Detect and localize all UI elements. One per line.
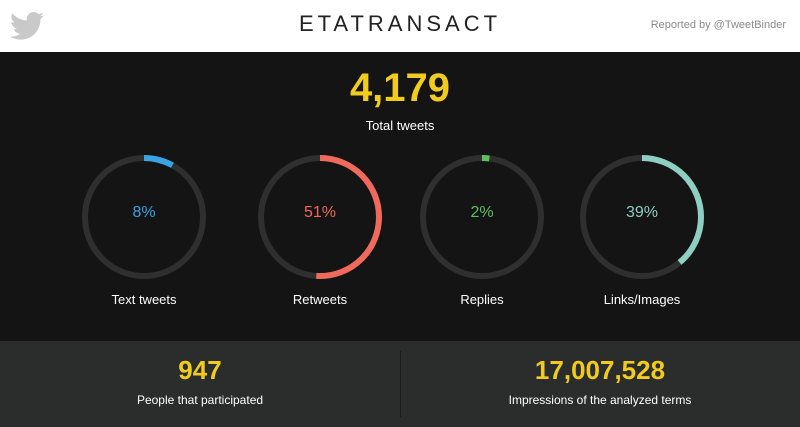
ring-replies: 2% xyxy=(417,152,547,282)
ring-percent-links-images: 39% xyxy=(625,204,659,221)
participants-value: 947 xyxy=(178,355,222,385)
ring-label-replies: Replies xyxy=(460,292,504,307)
summary-panel: 4,179 Total tweets 8% Text tweets 51% Retwe… xyxy=(0,52,800,341)
ring-chart-replies xyxy=(420,155,544,279)
participants-label: People that participated xyxy=(136,393,264,407)
ring-arc-text-tweets xyxy=(82,155,206,279)
ring-label-retweets: Retweets xyxy=(292,292,348,307)
ring-arc-retweets xyxy=(258,155,382,279)
reported-by-link[interactable]: Reported by @TweetBinder xyxy=(650,19,786,31)
ring-chart-text-tweets xyxy=(82,155,206,279)
page-title: ETATRANSACT xyxy=(298,11,502,36)
footer-divider xyxy=(400,351,401,417)
ring-arc-links-images xyxy=(580,155,704,279)
ring-retweets: 51% xyxy=(255,152,385,282)
ring-percent-replies: 2% xyxy=(470,204,494,221)
ring-links-images: 39% xyxy=(577,152,707,282)
ring-label-text-tweets: Text tweets xyxy=(111,292,177,307)
impressions-value: 17,007,528 xyxy=(534,355,666,385)
ring-percent-retweets: 51% xyxy=(303,204,337,221)
ring-text-tweets: 8% xyxy=(79,152,209,282)
total-tweets-label: Total tweets xyxy=(365,118,435,133)
ring-percent-text-tweets: 8% xyxy=(132,204,156,221)
ring-charts: 8% Text tweets 51% Retweets 2% Replies 39% Link… xyxy=(0,52,800,341)
total-tweets-value: 4,179 xyxy=(349,66,451,110)
header-bar: ETATRANSACT Reported by @TweetBinder xyxy=(0,0,800,52)
impressions-stat: 17,007,528 Impressions of the analyzed t… xyxy=(400,341,800,427)
ring-chart-links-images xyxy=(580,155,704,279)
stats-footer: 947 People that participated 17,007,528 … xyxy=(0,341,800,427)
ring-arc-replies xyxy=(420,155,544,279)
twitter-bird-icon xyxy=(10,11,44,40)
impressions-label: Impressions of the analyzed terms xyxy=(508,393,692,407)
ring-label-links-images: Links/Images xyxy=(603,292,681,307)
ring-chart-retweets xyxy=(258,155,382,279)
participants-stat: 947 People that participated xyxy=(0,341,400,427)
